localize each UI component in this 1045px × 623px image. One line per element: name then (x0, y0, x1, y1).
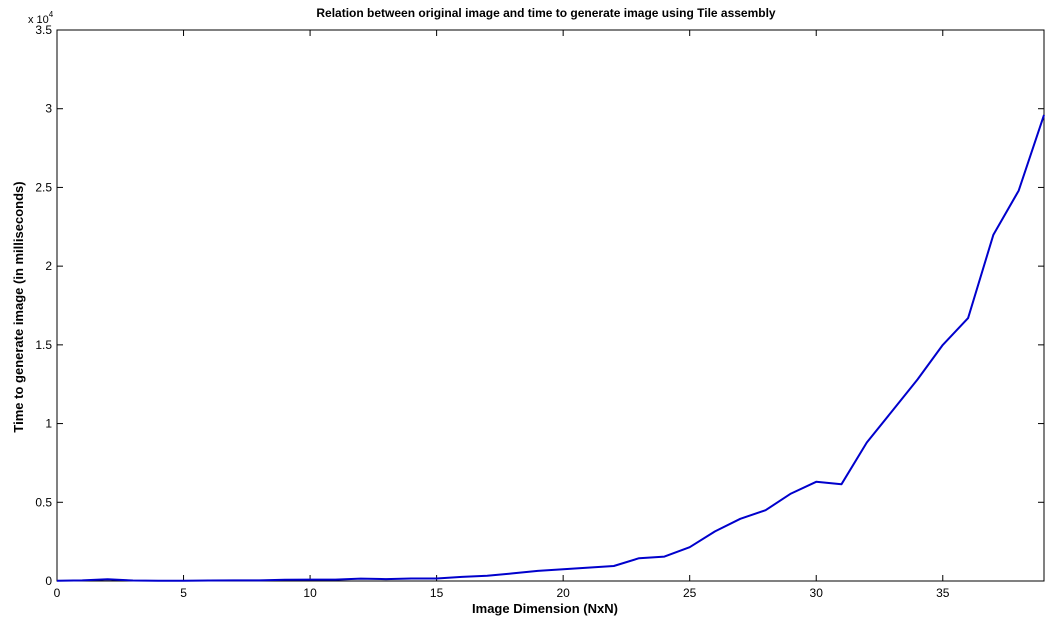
chart-title: Relation between original image and time… (316, 6, 776, 20)
y-exponent-power: 4 (49, 10, 54, 19)
y-tick-label: 0.5 (35, 495, 52, 509)
y-axis-label: Time to generate image (in milliseconds) (11, 181, 26, 432)
x-tick-label: 35 (936, 586, 950, 600)
y-tick-label: 1.5 (35, 338, 52, 352)
y-exponent-base: x 10 (28, 14, 49, 26)
x-tick-label: 5 (180, 586, 187, 600)
x-tick-label: 30 (810, 586, 824, 600)
y-tick-label: 3 (45, 102, 52, 116)
plot-frame (56, 29, 1045, 582)
y-tick-label: 2.5 (35, 180, 52, 194)
y-tick-label: 3.5 (35, 23, 52, 37)
y-tick-label: 2 (45, 259, 52, 273)
plot-area: 0 5 10 15 20 25 30 35 0 0.5 1 1.5 2 2.5 3 3.5 (35, 23, 1045, 600)
x-tick-label: 10 (303, 586, 317, 600)
y-tick-label: 1 (45, 417, 52, 431)
x-tick-label: 0 (54, 586, 61, 600)
x-tick-label: 25 (683, 586, 697, 600)
x-tick-label: 15 (430, 586, 444, 600)
series-line (56, 114, 1045, 582)
x-tick-label: 20 (556, 586, 570, 600)
y-exponent-label: x 104 (28, 10, 54, 26)
x-axis-label: Image Dimension (NxN) (472, 601, 618, 616)
y-tick-label: 0 (45, 574, 52, 588)
